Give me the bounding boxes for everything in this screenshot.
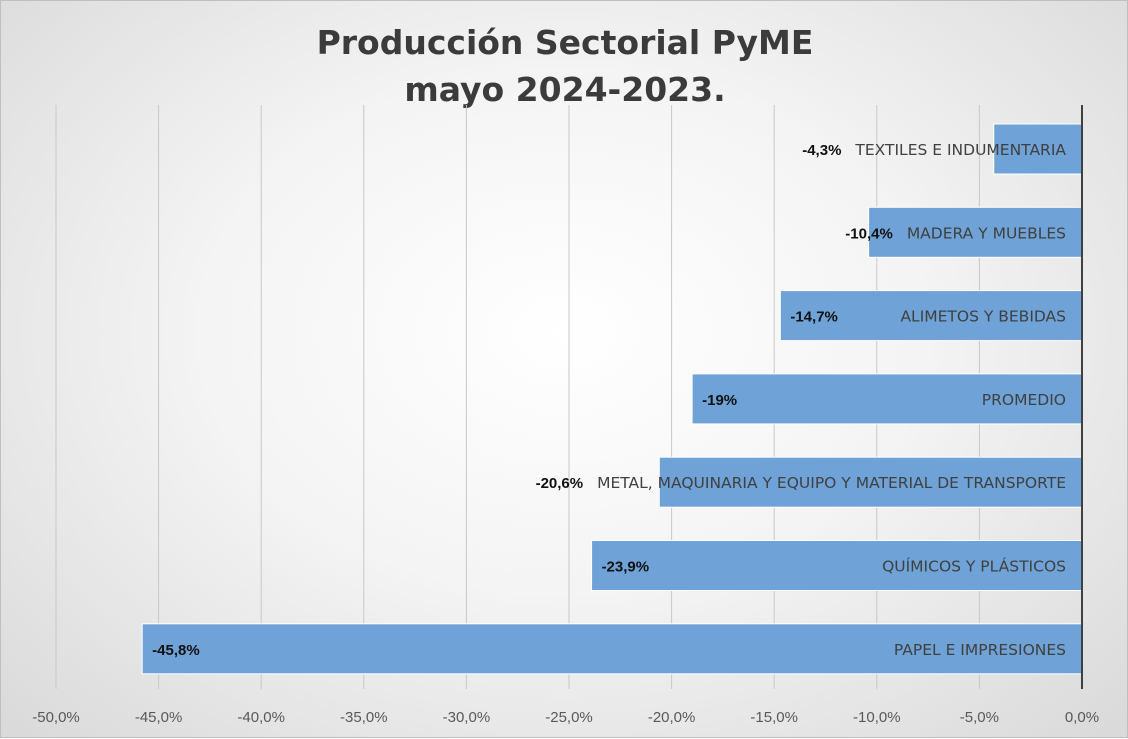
x-tick-label-2: -40,0%	[237, 709, 285, 726]
x-tick-label-0: -50,0%	[32, 709, 80, 726]
chart-title-line-2: mayo 2024-2023.	[404, 70, 726, 109]
bar-4	[658, 456, 1083, 508]
data-label-4: -20,6%	[536, 475, 584, 492]
x-tick-label-7: -15,0%	[750, 709, 798, 726]
category-label-5: QUÍMICOS Y PLÁSTICOS	[882, 557, 1066, 576]
x-tick-label-8: -10,0%	[853, 709, 901, 726]
x-tick-label-5: -25,0%	[545, 709, 593, 726]
bar-5	[591, 540, 1083, 591]
category-label-2: ALIMETOS Y BEBIDAS	[900, 308, 1066, 326]
bar-6	[141, 623, 1083, 675]
category-label-6: PAPEL E IMPRESIONES	[894, 641, 1066, 659]
chart-title-line-1: Producción Sectorial PyME	[316, 23, 814, 62]
bar-2	[779, 290, 1083, 342]
x-tick-label-9: -5,0%	[960, 709, 999, 726]
category-label-0: TEXTILES E INDUMENTARIA	[854, 141, 1066, 159]
chart-title: Producción Sectorial PyME mayo 2024-2023…	[1, 19, 1128, 113]
bar-3	[691, 373, 1083, 425]
data-label-5: -23,9%	[602, 559, 650, 576]
data-label-1: -10,4%	[845, 225, 893, 242]
category-label-4: METAL, MAQUINARIA Y EQUIPO Y MATERIAL DE…	[597, 474, 1066, 492]
category-label-3: PROMEDIO	[982, 391, 1066, 409]
data-label-6: -45,8%	[152, 642, 200, 659]
bar-0	[993, 123, 1083, 175]
x-tick-label-4: -30,0%	[443, 709, 491, 726]
data-label-0: -4,3%	[802, 142, 841, 159]
x-tick-label-3: -35,0%	[340, 709, 388, 726]
data-label-2: -14,7%	[790, 309, 838, 326]
category-label-1: MADERA Y MUEBLES	[907, 224, 1066, 242]
bar-1	[868, 206, 1083, 258]
x-tick-label-10: 0,0%	[1065, 709, 1099, 726]
data-label-3: -19%	[702, 392, 737, 409]
x-tick-label-1: -45,0%	[135, 709, 183, 726]
x-tick-label-6: -20,0%	[648, 709, 696, 726]
